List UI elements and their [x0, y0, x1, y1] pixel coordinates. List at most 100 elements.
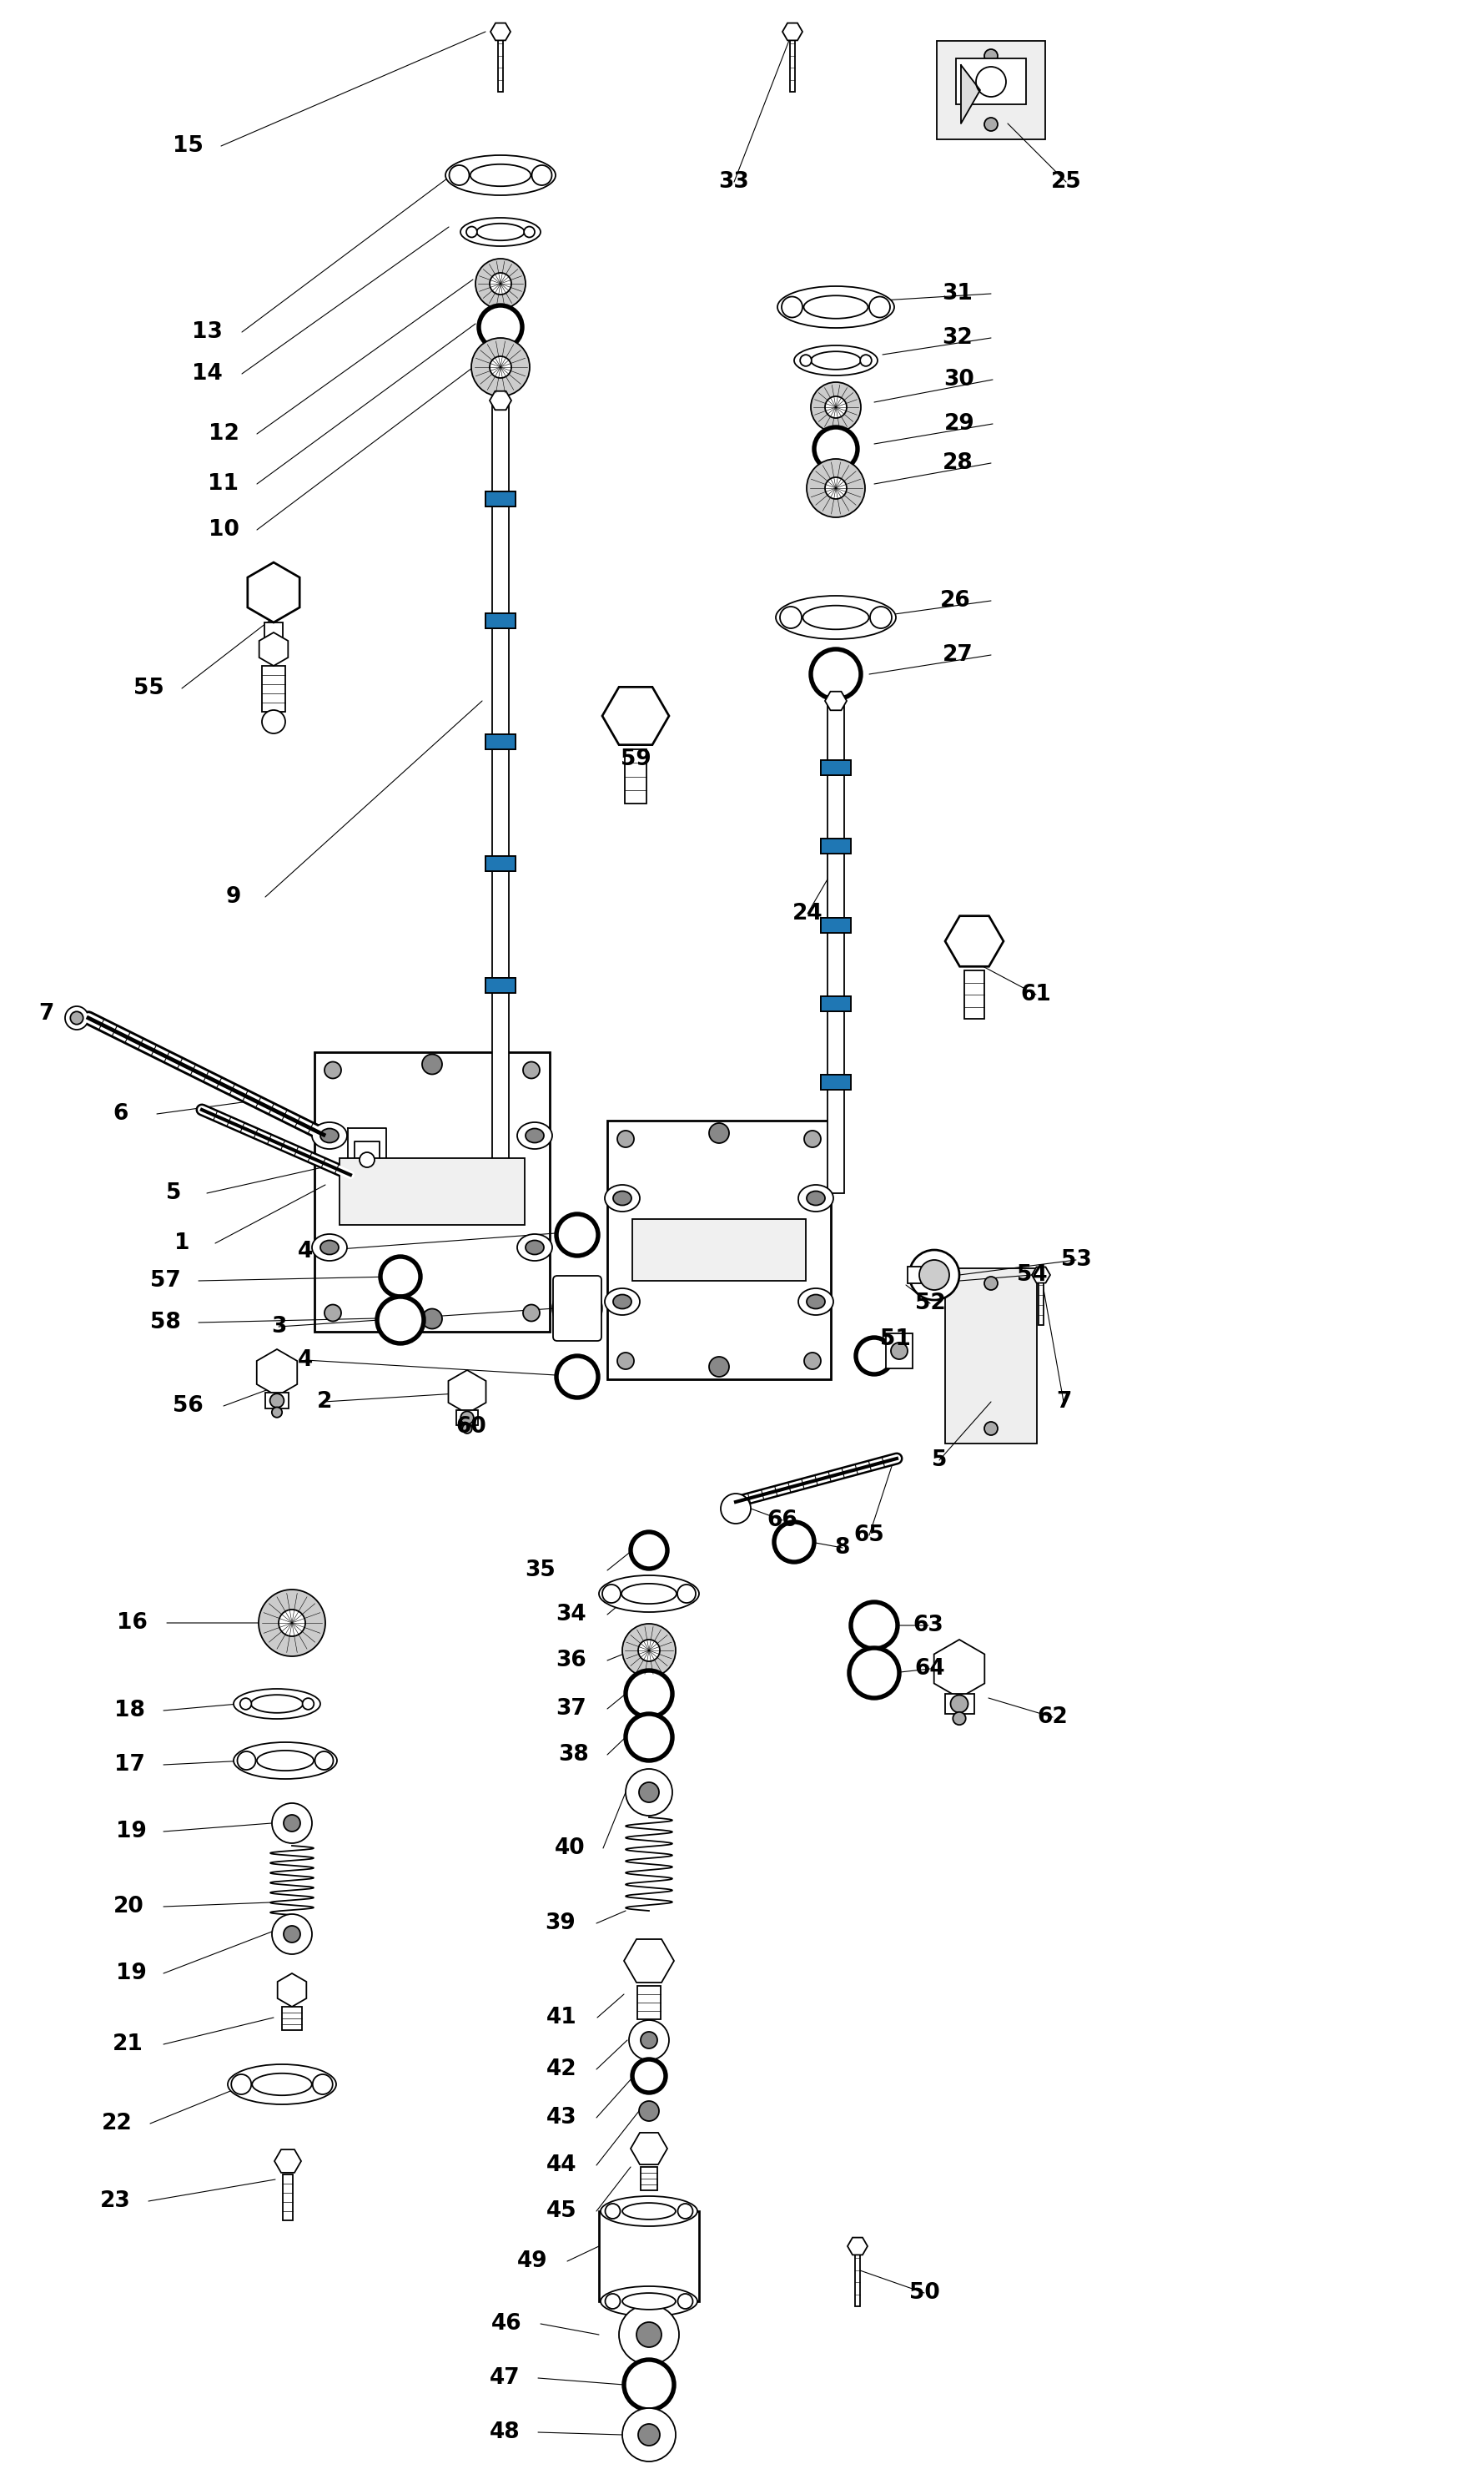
Bar: [600, 2212, 699, 2301]
Text: 4: 4: [298, 1348, 313, 1371]
Circle shape: [450, 166, 469, 186]
Circle shape: [472, 339, 530, 396]
Circle shape: [782, 297, 803, 317]
Ellipse shape: [622, 1583, 677, 1603]
Circle shape: [626, 1769, 672, 1816]
Text: 23: 23: [99, 2189, 131, 2212]
Text: 54: 54: [1017, 1264, 1048, 1286]
Circle shape: [781, 606, 801, 628]
Bar: [485, 735, 515, 750]
Ellipse shape: [600, 1576, 699, 1613]
Bar: [821, 1076, 850, 1091]
Circle shape: [953, 1712, 966, 1724]
Circle shape: [303, 1697, 315, 1710]
Circle shape: [678, 2204, 693, 2219]
Ellipse shape: [807, 1190, 825, 1205]
Ellipse shape: [605, 1289, 640, 1316]
Circle shape: [825, 396, 847, 418]
Text: 2: 2: [316, 1390, 332, 1413]
Bar: [821, 839, 850, 854]
Text: 38: 38: [558, 1744, 589, 1766]
Circle shape: [678, 2293, 693, 2308]
Circle shape: [804, 1353, 821, 1368]
Bar: [456, 1410, 478, 1425]
Text: 22: 22: [101, 2113, 132, 2135]
Bar: [936, 42, 1045, 139]
Circle shape: [377, 1296, 424, 1343]
Circle shape: [603, 1583, 620, 1603]
Ellipse shape: [810, 351, 861, 369]
Text: 47: 47: [490, 2368, 519, 2390]
Text: 26: 26: [939, 589, 971, 611]
Ellipse shape: [803, 606, 868, 628]
FancyBboxPatch shape: [607, 1121, 831, 1380]
Text: 58: 58: [150, 1311, 181, 1333]
Bar: [485, 735, 515, 750]
Bar: [789, 32, 795, 92]
Circle shape: [272, 1915, 312, 1954]
Text: 62: 62: [1037, 1707, 1068, 1727]
Circle shape: [237, 1752, 255, 1769]
Text: 31: 31: [942, 282, 974, 304]
Text: 7: 7: [39, 1002, 53, 1024]
Circle shape: [870, 297, 890, 317]
Text: 16: 16: [116, 1613, 147, 1633]
Circle shape: [677, 1583, 696, 1603]
Text: 4: 4: [298, 1242, 313, 1262]
Ellipse shape: [525, 1239, 543, 1254]
Text: 28: 28: [942, 453, 974, 475]
Circle shape: [641, 2031, 657, 2048]
Circle shape: [637, 2323, 662, 2348]
Bar: [945, 1269, 1037, 1442]
Ellipse shape: [601, 2286, 697, 2316]
Circle shape: [460, 1410, 473, 1425]
Bar: [263, 666, 285, 713]
Circle shape: [631, 1531, 668, 1569]
Ellipse shape: [613, 1294, 632, 1309]
Text: 12: 12: [208, 423, 239, 445]
Ellipse shape: [233, 1742, 337, 1779]
Circle shape: [605, 2293, 620, 2308]
Text: 15: 15: [172, 136, 203, 156]
Text: 56: 56: [172, 1395, 203, 1418]
Text: 44: 44: [546, 2155, 577, 2177]
Bar: [485, 977, 515, 992]
Circle shape: [283, 1816, 300, 1831]
Circle shape: [721, 1494, 751, 1524]
Text: 33: 33: [718, 171, 749, 193]
Circle shape: [556, 1215, 598, 1257]
Text: 19: 19: [116, 1821, 147, 1843]
Text: 64: 64: [914, 1658, 945, 1680]
Bar: [493, 401, 509, 1160]
Circle shape: [976, 67, 1006, 96]
Circle shape: [556, 1356, 598, 1398]
Circle shape: [283, 1925, 300, 1942]
Circle shape: [475, 260, 525, 309]
Circle shape: [856, 1338, 892, 1373]
Ellipse shape: [470, 163, 531, 186]
Bar: [886, 1333, 913, 1368]
Text: 5: 5: [932, 1450, 947, 1472]
Text: 46: 46: [491, 2313, 521, 2335]
Polygon shape: [962, 64, 979, 124]
Text: 3: 3: [272, 1316, 286, 1338]
Circle shape: [622, 2407, 675, 2462]
Circle shape: [619, 2306, 680, 2365]
Circle shape: [910, 1249, 959, 1299]
Circle shape: [313, 2073, 332, 2095]
Circle shape: [640, 2100, 659, 2120]
Bar: [340, 1158, 525, 1225]
Circle shape: [490, 356, 512, 379]
Bar: [821, 839, 850, 854]
Text: 51: 51: [880, 1329, 911, 1351]
Polygon shape: [347, 1128, 386, 1207]
Ellipse shape: [807, 1294, 825, 1309]
Circle shape: [65, 1007, 89, 1029]
Bar: [945, 1695, 974, 1714]
Text: 19: 19: [116, 1962, 147, 1984]
Text: 63: 63: [913, 1616, 944, 1635]
Bar: [485, 856, 515, 871]
Text: 25: 25: [1051, 171, 1082, 193]
Bar: [485, 492, 515, 507]
Text: 5: 5: [166, 1183, 181, 1205]
